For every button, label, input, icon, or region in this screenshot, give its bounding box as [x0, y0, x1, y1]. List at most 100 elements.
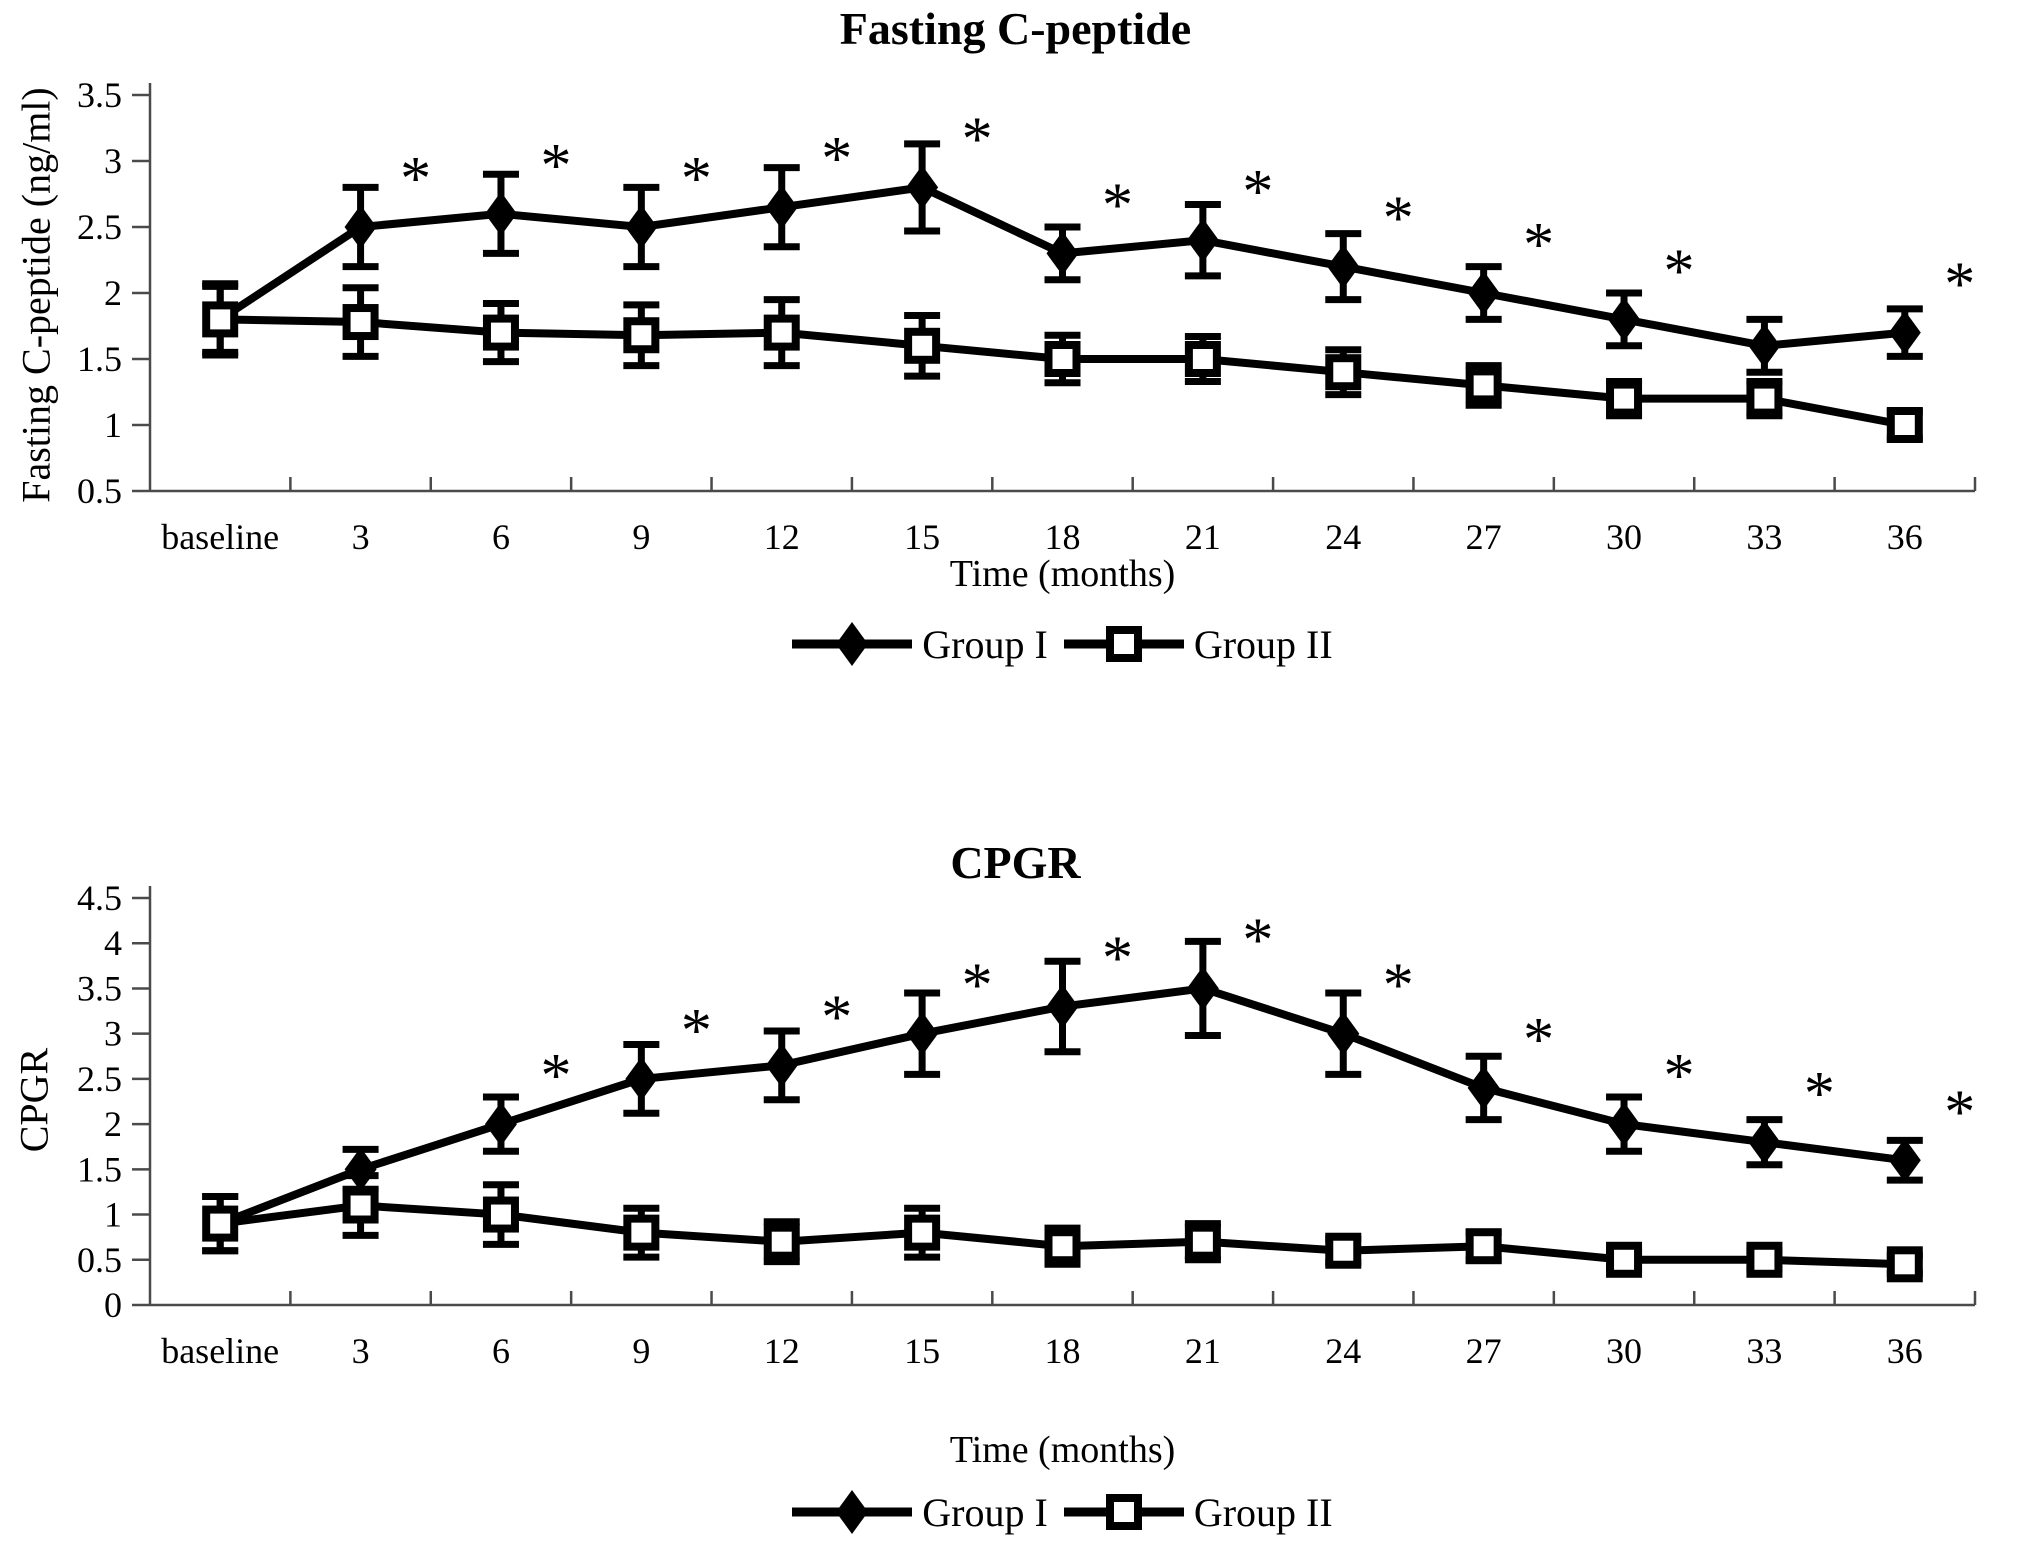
y-tick-label: 1.5 [77, 339, 122, 379]
significance-asterisk: * [1664, 237, 1695, 305]
x-tick-label: 18 [1045, 517, 1081, 557]
diamond-marker [1327, 244, 1360, 289]
significance-asterisk: * [400, 145, 431, 213]
x-tick-label: baseline [161, 517, 279, 557]
significance-asterisk: * [962, 105, 993, 173]
square-marker [1746, 380, 1783, 417]
diamond-marker [1327, 1011, 1360, 1056]
x-tick-label: 33 [1746, 517, 1782, 557]
y-tick-label: 2.5 [77, 1059, 122, 1099]
legend-item-group-i: Group I [792, 1486, 1048, 1538]
y-tick-label: 1.5 [77, 1149, 122, 1189]
square-marker [1184, 1223, 1221, 1260]
series-group-ii [202, 1172, 1923, 1283]
significance-asterisk: * [1523, 211, 1554, 279]
square-marker [342, 1187, 379, 1224]
y-tick-label: 3.5 [77, 968, 122, 1008]
significance-asterisk: * [821, 983, 852, 1051]
y-tick-label: 2.5 [77, 207, 122, 247]
legend-label-group-i: Group I [922, 621, 1048, 667]
diamond-marker [625, 1056, 658, 1101]
diamond-marker [1186, 218, 1219, 263]
x-axis-label-top: Time (months) [949, 553, 1176, 595]
series-group-i: * * * * * * * * * * * [202, 105, 1975, 376]
diamond-marker [1748, 1120, 1781, 1165]
legend-label-group-ii: Group II [1193, 621, 1333, 667]
legend-top: Group I Group II [150, 618, 1975, 670]
x-tick-label: 15 [904, 517, 940, 557]
group-ii-square-marker-icon [1063, 1494, 1184, 1530]
group-i-diamond-marker-icon [792, 622, 913, 666]
series-group-ii [202, 282, 1923, 443]
diamond-marker [344, 205, 377, 249]
y-tick-label: 2 [104, 1104, 122, 1144]
diamond-marker [1467, 1065, 1500, 1110]
square-marker [1325, 354, 1362, 391]
chart-title-cpgr: CPGR [950, 837, 1081, 888]
x-tick-label: 15 [904, 1331, 940, 1371]
square-marker [1465, 367, 1502, 404]
group-i-diamond-marker-icon [792, 1490, 913, 1534]
diamond-marker [1608, 1102, 1641, 1147]
x-tick-label: 24 [1325, 1331, 1361, 1371]
square-marker [482, 1196, 519, 1233]
square-marker [1044, 341, 1081, 377]
series-group-i: * * * * * * * * * * * [202, 906, 1975, 1255]
square-marker [1606, 380, 1643, 417]
square-marker [202, 1205, 239, 1242]
square-marker [1325, 1232, 1362, 1269]
significance-asterisk: * [1242, 158, 1273, 226]
x-tick-label: 12 [764, 1331, 800, 1371]
diamond-marker [765, 1043, 798, 1088]
diamond-marker [1467, 271, 1500, 315]
y-tick-label: 3 [104, 1014, 122, 1054]
x-tick-label: 33 [1746, 1331, 1782, 1371]
square-marker [763, 314, 800, 351]
x-tick-label: 30 [1606, 517, 1642, 557]
diamond-marker [906, 165, 939, 210]
significance-asterisk: * [821, 125, 852, 193]
significance-asterisk: * [1383, 185, 1414, 253]
x-tick-label: 12 [764, 517, 800, 557]
diamond-marker [1046, 984, 1079, 1029]
significance-asterisk: * [681, 145, 712, 213]
x-tick-label: 36 [1887, 1331, 1923, 1371]
square-marker [1746, 1241, 1783, 1278]
legend-label-group-i: Group I [922, 1489, 1048, 1535]
x-tick-label: 27 [1466, 1331, 1502, 1371]
square-marker [904, 327, 941, 364]
y-tick-label: 0 [104, 1285, 122, 1325]
square-marker [1886, 407, 1923, 443]
x-tick-label: 3 [352, 517, 370, 557]
diamond-marker [1046, 231, 1079, 276]
x-tick-label: 6 [492, 1331, 510, 1371]
x-tick-label: 21 [1185, 1331, 1221, 1371]
significance-asterisk: * [1944, 251, 1975, 319]
square-marker [1184, 341, 1221, 377]
legend-label-group-ii: Group II [1193, 1489, 1333, 1535]
legend-item-group-ii: Group II [1063, 618, 1333, 670]
x-tick-label: 6 [492, 517, 510, 557]
y-tick-label: 2 [104, 273, 122, 313]
group-ii-square-marker-icon [1063, 626, 1184, 662]
square-marker [202, 301, 239, 338]
diamond-marker [1888, 1138, 1921, 1183]
diamond-marker [906, 1011, 939, 1056]
legend-bottom: Group I Group II [150, 1486, 1975, 1538]
y-tick-label: 3.5 [77, 75, 122, 115]
diamond-marker [625, 205, 658, 249]
y-tick-label: 1 [104, 405, 122, 445]
significance-asterisk: * [1383, 952, 1414, 1020]
x-tick-label: 9 [632, 1331, 650, 1371]
diamond-marker [484, 191, 517, 236]
diamond-marker [484, 1102, 517, 1147]
significance-asterisk: * [681, 997, 712, 1065]
diamond-marker [1748, 323, 1781, 368]
significance-asterisk: * [1102, 925, 1133, 993]
legend-item-group-i: Group I [792, 618, 1048, 670]
x-tick-label: 9 [632, 517, 650, 557]
